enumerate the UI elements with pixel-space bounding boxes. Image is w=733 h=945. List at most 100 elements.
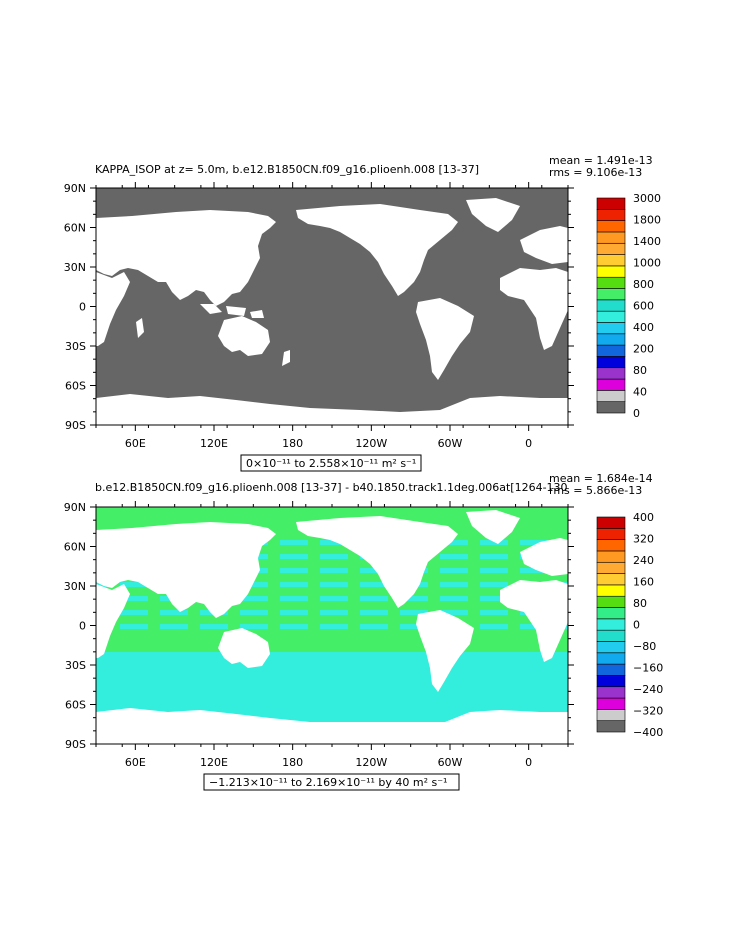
colorbar-swatch xyxy=(596,561,626,574)
colorbar-label: 80 xyxy=(633,597,647,610)
x-tick-label: 60W xyxy=(438,756,463,769)
colorbar-swatch xyxy=(596,367,626,380)
colorbar-swatch xyxy=(596,709,626,721)
x-tick-label: 60E xyxy=(125,437,146,450)
colorbar-swatch xyxy=(596,516,626,529)
new-zealand-land xyxy=(282,350,290,366)
top-land-mask xyxy=(96,198,568,425)
colorbar-swatch xyxy=(596,333,626,346)
bottom-stats-mean: mean = 1.684e-14 xyxy=(549,472,653,485)
x-tick-label: 60E xyxy=(125,756,146,769)
top-axis-ticks: 90N 60N 30N 0 30S 60S 90S 60E 120E 180 120W 60W 0 xyxy=(64,182,574,450)
eurasia-land-2 xyxy=(96,522,276,618)
y-tick-label: 30S xyxy=(65,659,86,672)
y-tick-label: 60N xyxy=(64,541,86,554)
x-tick-label: 0 xyxy=(525,437,532,450)
colorbar-label: 1800 xyxy=(633,214,661,227)
antarctica-land-2 xyxy=(96,708,568,744)
colorbar-swatch xyxy=(596,378,626,391)
colorbar-label: 0 xyxy=(633,619,640,632)
africa-land xyxy=(96,272,130,346)
colorbar-swatch xyxy=(596,401,626,414)
colorbar-label: 0 xyxy=(633,407,640,420)
colorbar-label: 40 xyxy=(633,386,647,399)
top-range-box: 0×10⁻¹¹ to 2.558×10⁻¹¹ m² s⁻¹ xyxy=(240,454,422,472)
colorbar-swatch xyxy=(596,356,626,369)
y-tick-label: 30N xyxy=(64,580,86,593)
x-tick-label: 60W xyxy=(438,437,463,450)
colorbar-swatch xyxy=(596,629,626,642)
top-range-frame xyxy=(240,454,422,472)
colorbar-swatch xyxy=(596,220,626,233)
south-america-land-2 xyxy=(416,610,474,692)
colorbar-swatch xyxy=(596,390,626,402)
australia-land xyxy=(218,316,270,356)
north-america-land xyxy=(296,204,458,296)
y-tick-label: 30S xyxy=(65,340,86,353)
top-range-label: 0×10⁻¹¹ to 2.558×10⁻¹¹ m² s⁻¹ xyxy=(246,457,416,470)
y-tick-label: 90N xyxy=(64,182,86,195)
colorbar-label: 80 xyxy=(633,364,647,377)
colorbar-swatch xyxy=(596,607,626,620)
colorbar-swatch xyxy=(596,265,626,278)
colorbar-label: 400 xyxy=(633,511,654,524)
colorbar-swatch xyxy=(596,697,626,710)
colorbar-swatch xyxy=(596,720,626,733)
bottom-map: 90N 60N 30N 0 30S 60S 90S 60E 120E 180 120W 60W 0 xyxy=(64,501,574,769)
colorbar-swatch xyxy=(596,675,626,688)
colorbar-label: 400 xyxy=(633,321,654,334)
top-panel: KAPPA_ISOP at z= 5.0m, b.e12.B1850CN.f09… xyxy=(64,154,661,472)
x-tick-label: 120E xyxy=(200,756,228,769)
colorbar-swatch xyxy=(596,584,626,597)
bottom-range-frame xyxy=(203,773,460,791)
colorbar-label: 800 xyxy=(633,278,654,291)
colorbar-swatch xyxy=(596,288,626,301)
y-tick-label: 90S xyxy=(65,419,86,432)
colorbar-swatch xyxy=(596,242,626,255)
colorbar-swatch xyxy=(596,686,626,699)
colorbar-swatch xyxy=(596,322,626,335)
colorbar-label: 1000 xyxy=(633,257,661,270)
top-map: 90N 60N 30N 0 30S 60S 90S 60E 120E 180 120W 60W 0 xyxy=(64,182,574,450)
colorbar-swatch xyxy=(596,550,626,563)
colorbar-label: −400 xyxy=(633,726,663,739)
colorbar-label: 3000 xyxy=(633,192,661,205)
colorbar-swatch xyxy=(596,310,626,323)
y-tick-label: 0 xyxy=(79,620,86,633)
bottom-colorbar: 400 320 240 160 80 0 −80 −160 −240 −320 −400 xyxy=(596,511,663,739)
colorbar-swatch xyxy=(596,276,626,289)
colorbar-label: −240 xyxy=(633,683,663,696)
colorbar-label: 160 xyxy=(633,576,654,589)
north-america-land-2 xyxy=(296,516,458,608)
bottom-panel: b.e12.B1850CN.f09_g16.plioenh.008 [13-37… xyxy=(64,472,663,791)
x-tick-label: 180 xyxy=(282,437,303,450)
colorbar-label: −80 xyxy=(633,640,656,653)
bottom-land-mask xyxy=(96,510,568,744)
colorbar-label: 320 xyxy=(633,533,654,546)
africa-west-land xyxy=(500,268,568,350)
colorbar-swatch xyxy=(596,539,626,552)
colorbar-label: 200 xyxy=(633,343,654,356)
y-tick-label: 60S xyxy=(65,380,86,393)
x-tick-label: 120E xyxy=(200,437,228,450)
x-tick-label: 0 xyxy=(525,756,532,769)
top-title: KAPPA_ISOP at z= 5.0m, b.e12.B1850CN.f09… xyxy=(95,163,479,176)
colorbar-swatch xyxy=(596,663,626,676)
y-tick-label: 60N xyxy=(64,222,86,235)
colorbar-swatch xyxy=(596,573,626,586)
antarctica-land xyxy=(96,394,568,425)
y-tick-label: 90S xyxy=(65,738,86,751)
greenland-land xyxy=(466,198,520,232)
x-tick-label: 180 xyxy=(282,756,303,769)
africa-land-2 xyxy=(96,584,130,658)
colorbar-label: −320 xyxy=(633,705,663,718)
y-tick-label: 90N xyxy=(64,501,86,514)
x-tick-label: 120W xyxy=(355,437,387,450)
maritime-continent-land xyxy=(200,304,264,318)
colorbar-label: 1400 xyxy=(633,235,661,248)
colorbar-swatch xyxy=(596,641,626,654)
australia-land-2 xyxy=(218,628,270,668)
x-tick-label: 120W xyxy=(355,756,387,769)
